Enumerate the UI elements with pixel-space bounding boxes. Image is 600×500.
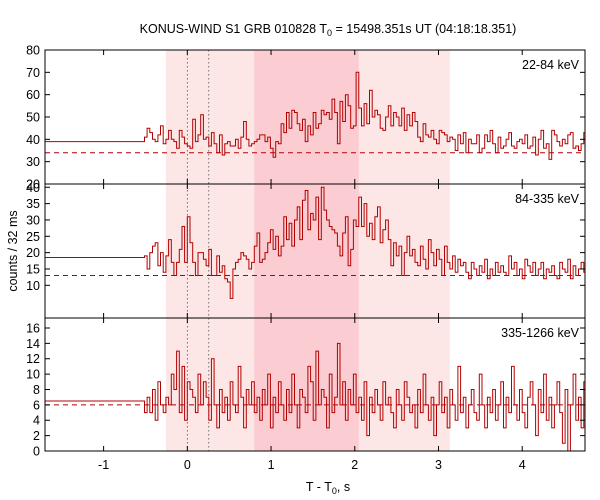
energy-band-label: 22-84 keV (522, 58, 580, 72)
y-tick-label: 30 (26, 213, 40, 227)
energy-band-label: 335-1266 keV (501, 326, 580, 340)
chart-title: KONUS-WIND S1 GRB 010828 T0 = 15498.351s… (140, 22, 517, 38)
y-tick-label: 0 (33, 445, 40, 459)
x-tick-label: 2 (351, 458, 358, 472)
y-tick-label: 50 (26, 111, 40, 125)
light-curve-series (45, 186, 585, 299)
y-tick-label: 25 (26, 230, 40, 244)
x-tick-label: 3 (435, 458, 442, 472)
y-tick-label: 30 (26, 155, 40, 169)
light-curve-series (45, 71, 585, 160)
x-axis-label: T - T0, s (306, 480, 350, 496)
y-tick-label: 6 (33, 398, 40, 412)
y-tick-label: 20 (26, 246, 40, 260)
panel-2: 10 15 20 25 30 35 40 84-335 keV (26, 181, 586, 319)
y-tick-label: 14 (26, 337, 40, 351)
energy-band-label: 84-335 keV (515, 192, 580, 206)
y-tick-label: 8 (33, 383, 40, 397)
y-tick-label: 15 (26, 262, 40, 276)
y-tick-label: 4 (33, 414, 40, 428)
y-tick-label: 10 (26, 368, 40, 382)
y-tick-label: 16 (26, 321, 40, 335)
y-tick-label: 12 (26, 352, 40, 366)
y-tick-label: 35 (26, 197, 40, 211)
y-tick-label: 2 (33, 429, 40, 443)
y-axis-label: counts / 32 ms (6, 210, 20, 291)
panel-frame (44, 317, 586, 452)
x-tick-label: 4 (519, 458, 526, 472)
x-tick-label: 0 (184, 458, 191, 472)
light-curve-series (45, 342, 585, 452)
y-tick-label: 40 (26, 181, 40, 195)
highlight-interval-dark (254, 50, 359, 451)
x-tick-label: -1 (98, 458, 109, 472)
y-tick-label: 20 (26, 178, 40, 192)
y-tick-label: 40 (26, 133, 40, 147)
y-tick-label: 10 (26, 279, 40, 293)
y-tick-label: 70 (26, 66, 40, 80)
y-tick-label: 60 (26, 88, 40, 102)
x-tick-label: 1 (268, 458, 275, 472)
y-tick-label: 80 (26, 44, 40, 58)
